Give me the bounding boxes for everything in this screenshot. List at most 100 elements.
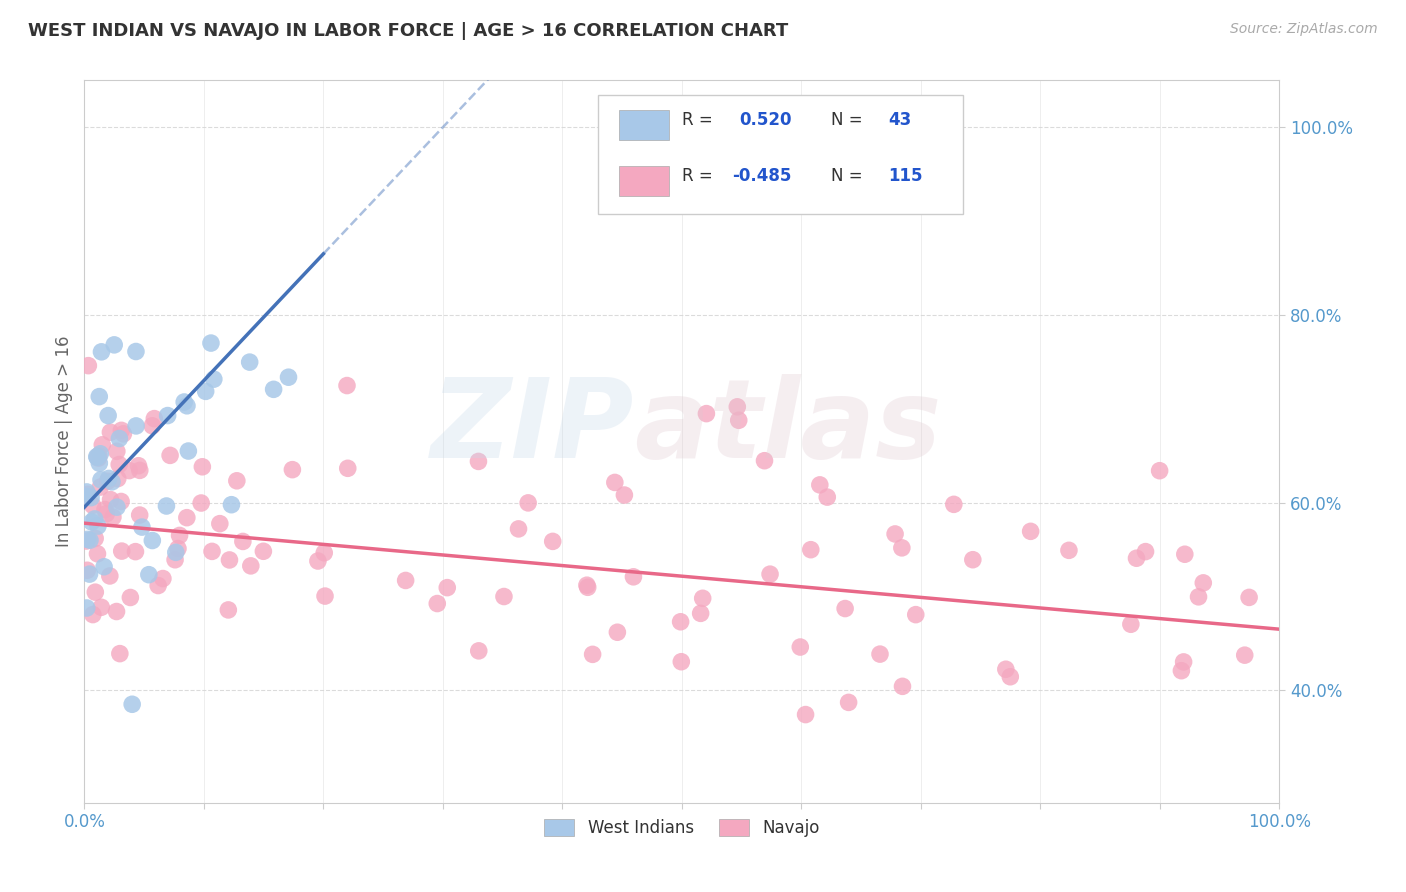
Legend: West Indians, Navajo: West Indians, Navajo xyxy=(536,810,828,845)
Point xyxy=(869,647,891,661)
Point xyxy=(669,615,692,629)
Point xyxy=(76,485,98,500)
Point xyxy=(789,640,811,654)
Point xyxy=(107,472,129,486)
Point xyxy=(200,336,222,351)
Point xyxy=(606,625,628,640)
Point xyxy=(603,475,626,490)
Point xyxy=(508,522,530,536)
Point xyxy=(225,474,247,488)
Point xyxy=(202,372,225,386)
Point xyxy=(208,516,231,531)
Text: 0.520: 0.520 xyxy=(740,112,792,129)
Point xyxy=(80,491,103,505)
Text: -0.485: -0.485 xyxy=(733,167,792,185)
Point xyxy=(87,519,110,533)
Point xyxy=(97,471,120,485)
Point xyxy=(138,567,160,582)
Point xyxy=(91,438,114,452)
Point xyxy=(110,494,132,508)
Point xyxy=(1019,524,1042,539)
Point xyxy=(80,515,103,529)
Point xyxy=(82,607,104,622)
Text: WEST INDIAN VS NAVAJO IN LABOR FORCE | AGE > 16 CORRELATION CHART: WEST INDIAN VS NAVAJO IN LABOR FORCE | A… xyxy=(28,22,789,40)
Point xyxy=(891,679,914,693)
Point xyxy=(76,489,98,503)
Text: N =: N = xyxy=(831,112,868,129)
Point xyxy=(467,454,489,468)
Point xyxy=(76,533,98,547)
Text: N =: N = xyxy=(831,167,868,185)
Point xyxy=(671,655,693,669)
Bar xyxy=(619,166,669,196)
Point xyxy=(125,344,148,359)
Point xyxy=(118,464,141,478)
Point xyxy=(1170,664,1192,678)
Text: 43: 43 xyxy=(889,112,912,129)
Point xyxy=(177,444,200,458)
Point xyxy=(336,461,359,475)
Point xyxy=(194,384,217,399)
Point xyxy=(314,546,336,560)
Point xyxy=(201,544,224,558)
Point xyxy=(426,597,449,611)
Point xyxy=(169,528,191,542)
Point xyxy=(87,451,110,466)
Point xyxy=(141,418,163,433)
Point xyxy=(1173,655,1195,669)
Text: ZIP: ZIP xyxy=(430,374,634,481)
Point xyxy=(1135,544,1157,558)
Point xyxy=(96,507,118,521)
Point xyxy=(124,544,146,558)
Point xyxy=(84,585,107,599)
Point xyxy=(167,541,190,556)
Point xyxy=(159,449,181,463)
Point xyxy=(263,382,285,396)
Point xyxy=(128,508,150,522)
Point xyxy=(890,541,912,555)
Point xyxy=(800,542,823,557)
Point xyxy=(101,510,124,524)
Point xyxy=(217,603,239,617)
Point xyxy=(93,559,115,574)
Point xyxy=(90,473,112,487)
Point xyxy=(884,527,907,541)
Point xyxy=(754,453,776,467)
Point xyxy=(794,707,817,722)
Point xyxy=(105,500,128,515)
Point xyxy=(759,567,782,582)
Point xyxy=(76,487,98,501)
Point xyxy=(1000,670,1022,684)
Point xyxy=(125,418,148,433)
Point xyxy=(1119,617,1142,632)
Point xyxy=(581,648,603,662)
Point xyxy=(84,532,107,546)
Point xyxy=(96,475,118,489)
Point xyxy=(141,533,163,548)
Y-axis label: In Labor Force | Age > 16: In Labor Force | Age > 16 xyxy=(55,335,73,548)
Point xyxy=(613,488,636,502)
Point xyxy=(190,496,212,510)
Point xyxy=(128,458,150,473)
Point xyxy=(239,558,262,573)
Point xyxy=(152,572,174,586)
Point xyxy=(815,490,838,504)
Point xyxy=(576,580,599,594)
Text: 115: 115 xyxy=(889,167,924,185)
Point xyxy=(492,590,515,604)
Point xyxy=(89,456,111,470)
Point xyxy=(307,554,329,568)
Point xyxy=(76,563,98,577)
Point xyxy=(191,459,214,474)
Point xyxy=(112,426,135,441)
Point xyxy=(86,450,108,464)
FancyBboxPatch shape xyxy=(599,95,963,214)
Point xyxy=(128,463,150,477)
Point xyxy=(1174,547,1197,561)
Point xyxy=(541,534,564,549)
Text: R =: R = xyxy=(682,112,718,129)
Text: Source: ZipAtlas.com: Source: ZipAtlas.com xyxy=(1230,22,1378,37)
Point xyxy=(108,432,131,446)
Point xyxy=(1187,590,1209,604)
Point xyxy=(727,413,749,427)
